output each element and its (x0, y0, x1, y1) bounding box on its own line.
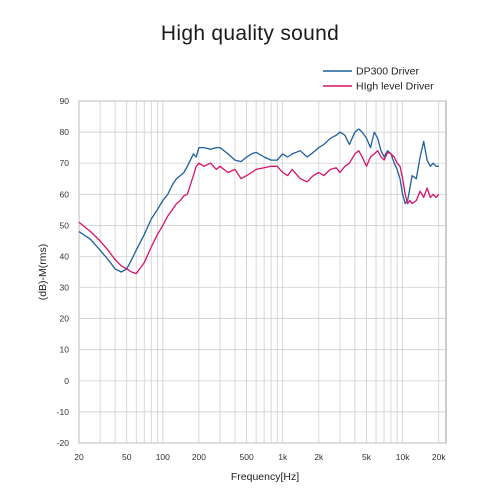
y-tick-label: -20 (57, 438, 70, 448)
x-tick-label: 500 (240, 452, 254, 462)
legend-label-dp300-driver: DP300 Driver (356, 66, 420, 78)
x-tick-label: 2k (314, 452, 324, 462)
y-tick-label: 90 (60, 96, 70, 106)
y-tick-labels: 90 80 70 60 50 40 30 20 10 0 -10 -20 (57, 96, 70, 448)
x-axis-label: Frequency[Hz] (231, 471, 299, 483)
series-lines (78, 128, 440, 275)
x-tick-labels: 20 50 100 200 500 1k 2k 5k 10k 20k (74, 452, 446, 462)
y-tick-label: 70 (60, 158, 70, 168)
legend: DP300 Driver HIgh level Driver (323, 66, 434, 93)
y-tick-label: 30 (60, 283, 70, 293)
y-tick-label: 10 (60, 345, 70, 355)
chart-title: High quality sound (160, 22, 340, 45)
y-tick-label: 20 (60, 314, 70, 324)
series-line-dp300-driver (78, 128, 439, 273)
legend-label-high-level-driver: HIgh level Driver (356, 81, 434, 93)
x-tick-label: 20k (432, 452, 446, 462)
x-tick-label: 100 (156, 452, 170, 462)
x-tick-label: 50 (122, 452, 132, 462)
y-tick-label: 0 (64, 376, 69, 386)
x-tick-label: 20 (74, 452, 84, 462)
y-tick-label: 50 (60, 220, 70, 230)
y-tick-label: 40 (60, 251, 70, 261)
y-axis-label: (dB)-M(rms) (37, 244, 49, 301)
y-tick-label: -10 (57, 407, 70, 417)
y-tick-label: 80 (60, 127, 70, 137)
x-tick-label: 5k (362, 452, 372, 462)
x-tick-label: 200 (192, 452, 206, 462)
y-tick-label: 60 (60, 189, 70, 199)
grid-lines (78, 100, 446, 444)
x-tick-label: 1k (278, 452, 288, 462)
x-tick-label: 10k (396, 452, 410, 462)
series-line-high-level-driver (78, 150, 440, 275)
